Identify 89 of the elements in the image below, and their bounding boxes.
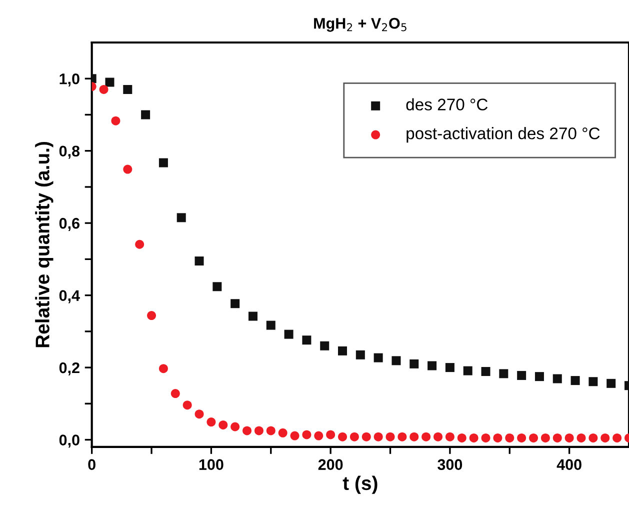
point [606, 378, 616, 388]
point [176, 213, 186, 222]
legend-label: post-activation des 270 °C [406, 127, 600, 143]
point [266, 320, 276, 330]
point [212, 282, 222, 292]
point [123, 164, 132, 174]
point [230, 299, 240, 308]
point [463, 366, 472, 376]
point [517, 433, 526, 442]
point [284, 330, 294, 339]
point [588, 377, 598, 386]
point [374, 432, 383, 442]
point [326, 430, 336, 440]
x-axis-title: t (s) [342, 476, 378, 494]
y-tick-label: 0,8 [59, 146, 80, 159]
point [99, 84, 108, 94]
point [445, 432, 454, 442]
point [254, 426, 264, 436]
point [302, 336, 312, 345]
point [230, 422, 240, 432]
point [434, 432, 443, 442]
point [158, 158, 168, 168]
point [564, 433, 574, 442]
point [194, 256, 204, 266]
point [588, 433, 598, 442]
x-tick-label: 200 [318, 459, 343, 470]
point [398, 432, 407, 442]
point [386, 432, 395, 442]
point [105, 78, 114, 87]
point [505, 433, 514, 442]
point [374, 353, 383, 362]
legend-label: des 270 °C [406, 98, 488, 110]
point [534, 372, 544, 382]
point [302, 430, 312, 440]
point [576, 433, 586, 442]
point [392, 356, 401, 366]
point [612, 433, 622, 442]
point [445, 363, 454, 372]
point [266, 426, 276, 436]
point [338, 432, 348, 442]
chart-title: MgH$_{2}$ + V$_{2}$O$_{5}$ [314, 18, 406, 32]
point [540, 433, 550, 442]
point [320, 341, 330, 350]
point [469, 433, 478, 442]
point [248, 312, 258, 321]
y-axis-title: Relative quantity (a.u.) [35, 142, 54, 348]
point [481, 433, 490, 442]
y-tick-label: 0,2 [59, 362, 80, 376]
x-tick-label: 0 [88, 459, 96, 470]
point [158, 364, 168, 374]
point [600, 433, 610, 442]
point [410, 359, 419, 368]
point [338, 346, 348, 356]
point [457, 433, 466, 442]
point [218, 420, 228, 430]
y-tick-label: 0,4 [59, 290, 80, 304]
point [529, 433, 538, 442]
point [206, 418, 216, 427]
x-tick-label: 400 [556, 459, 582, 470]
point [499, 369, 508, 378]
point [422, 432, 431, 442]
point [517, 370, 526, 380]
y-tick-label: 1,0 [60, 73, 80, 87]
point [147, 311, 156, 320]
point [552, 433, 562, 442]
point [350, 432, 359, 442]
y-tick-label: 0,0 [59, 434, 80, 448]
point [242, 426, 252, 436]
point [570, 376, 580, 386]
point [278, 428, 288, 438]
y-tick-label: 0,6 [59, 218, 80, 231]
point [111, 116, 120, 126]
point [493, 433, 502, 442]
x-tick-label: 300 [438, 459, 462, 470]
point [170, 389, 180, 398]
point [123, 84, 132, 94]
x-tick-label: 100 [199, 459, 224, 470]
point [428, 361, 437, 370]
point [552, 374, 562, 384]
point [182, 400, 192, 410]
point [135, 240, 144, 249]
point [290, 431, 300, 440]
point [410, 432, 419, 442]
point [141, 110, 150, 120]
point [362, 432, 371, 442]
point [314, 431, 324, 440]
point [356, 350, 365, 360]
point [481, 366, 490, 376]
point [194, 410, 204, 419]
